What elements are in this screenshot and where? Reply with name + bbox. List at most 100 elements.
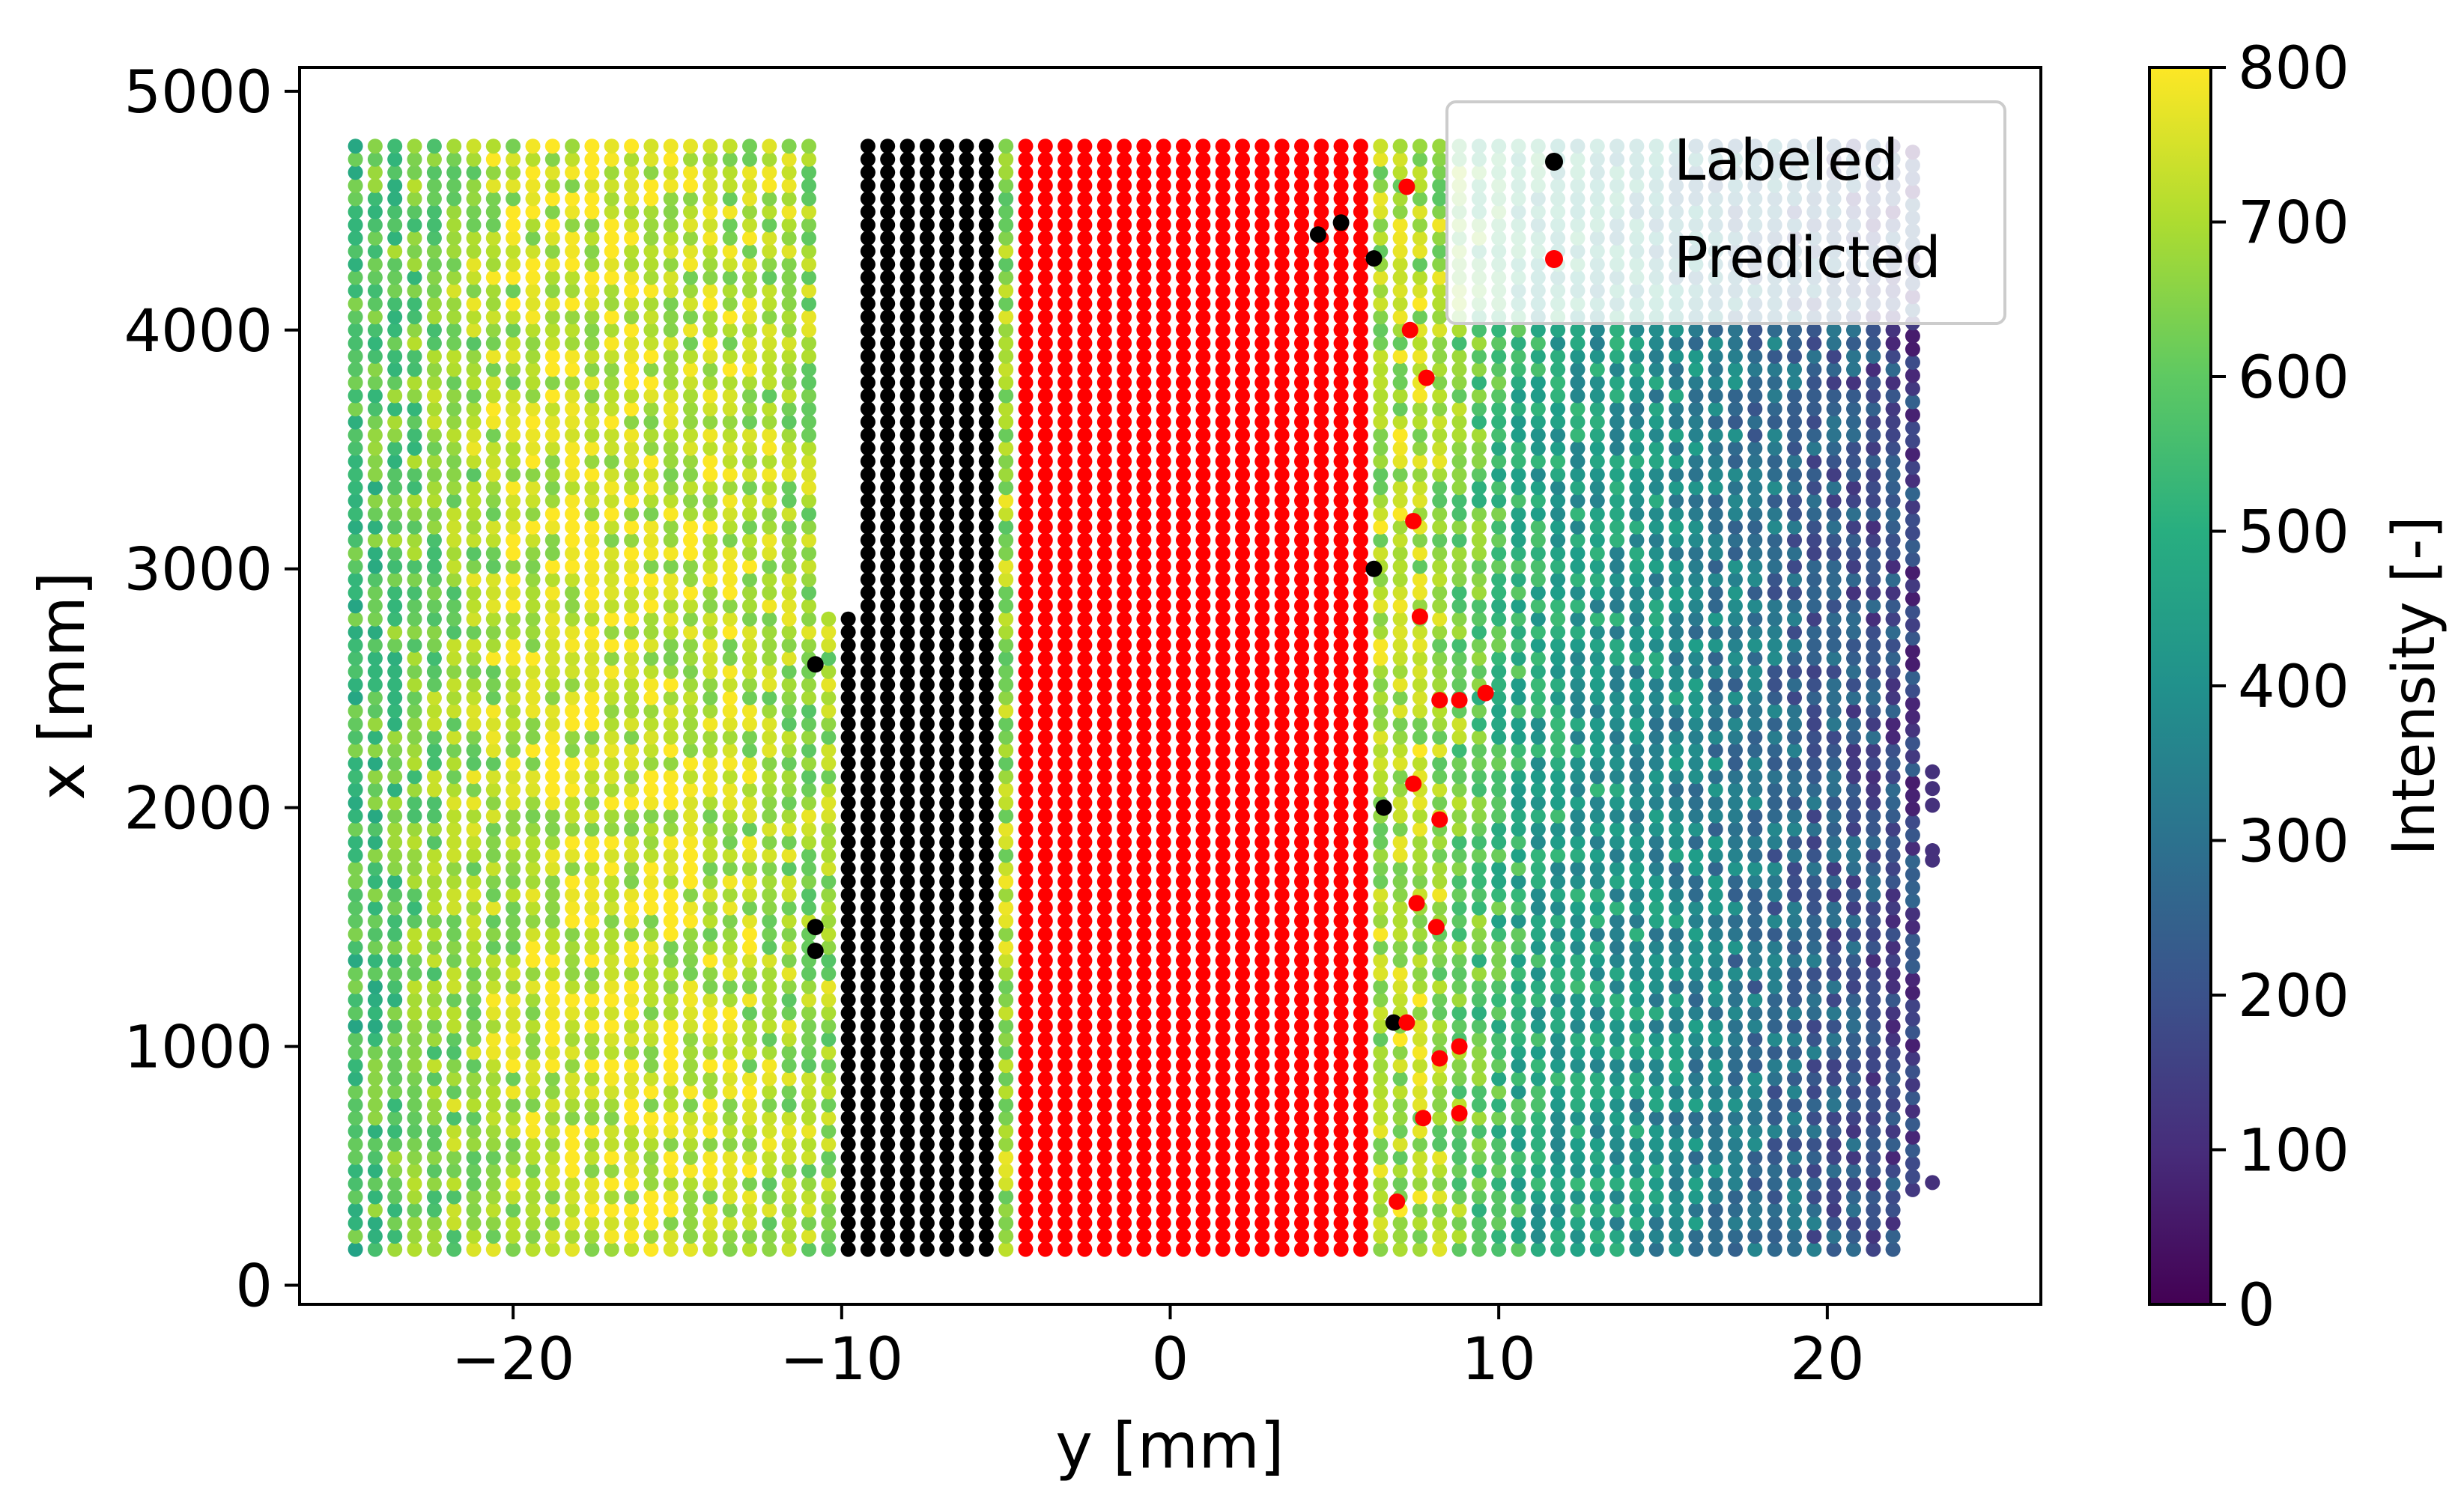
predicted-point [1235, 743, 1250, 758]
intensity-point [525, 454, 541, 469]
labeled-point [959, 283, 974, 299]
predicted-point [1254, 690, 1270, 705]
intensity-point [426, 1123, 442, 1139]
intensity-point [643, 1018, 659, 1034]
intensity-point [348, 466, 363, 482]
predicted-point [1215, 401, 1231, 417]
predicted-point [1215, 414, 1231, 430]
intensity-point [762, 611, 777, 627]
labeled-point [919, 348, 935, 364]
intensity-point [1373, 519, 1389, 535]
intensity-point [544, 440, 560, 456]
intensity-point [348, 440, 363, 456]
intensity-point [1471, 559, 1487, 574]
intensity-point [565, 1137, 580, 1152]
labeled-point [860, 848, 876, 863]
predicted-point [1274, 1097, 1290, 1113]
intensity-point [663, 231, 679, 246]
intensity-point [722, 335, 738, 351]
intensity-point [703, 703, 718, 719]
intensity-point [762, 440, 777, 456]
labeled-point [840, 1241, 856, 1257]
intensity-point [387, 480, 403, 496]
labeled-point [919, 834, 935, 850]
labeled-point [978, 1071, 994, 1086]
predicted-point [1117, 1215, 1132, 1231]
predicted-point [1018, 546, 1034, 561]
intensity-point [762, 151, 777, 167]
intensity-point [485, 1215, 501, 1231]
intensity-point [1451, 795, 1467, 811]
intensity-point [525, 795, 541, 811]
intensity-point [426, 322, 442, 338]
intensity-point [683, 1018, 698, 1034]
predicted-point [1018, 848, 1034, 863]
predicted-point [1117, 572, 1132, 588]
intensity-point [624, 874, 640, 890]
intensity-point [1392, 848, 1408, 863]
intensity-point [1392, 913, 1408, 929]
intensity-point [604, 743, 619, 758]
predicted-point [1176, 992, 1191, 1008]
intensity-point [584, 769, 600, 785]
intensity-point [801, 821, 816, 837]
predicted-point [1018, 572, 1034, 588]
intensity-point [683, 940, 698, 955]
predicted-point [1176, 795, 1191, 811]
predicted-point [1333, 887, 1349, 903]
labeled-point [939, 979, 955, 994]
predicted-point [1294, 729, 1309, 745]
intensity-point [998, 348, 1014, 364]
intensity-point [781, 440, 797, 456]
labeled-point [939, 257, 955, 273]
labeled-point [880, 651, 896, 666]
intensity-point [801, 743, 816, 758]
intensity-point [1491, 1189, 1507, 1205]
predicted-point [1156, 231, 1171, 246]
intensity-point [544, 808, 560, 824]
intensity-point [1491, 861, 1507, 876]
predicted-point [1274, 808, 1290, 824]
predicted-point [1353, 926, 1368, 942]
intensity-point [762, 493, 777, 508]
intensity-point [466, 703, 482, 719]
predicted-point [1254, 611, 1270, 627]
intensity-point [1451, 322, 1467, 338]
predicted-point [1176, 861, 1191, 876]
intensity-point [703, 375, 718, 390]
intensity-point [565, 848, 580, 863]
intensity-point [367, 1032, 383, 1047]
intensity-point [722, 900, 738, 916]
predicted-point [1117, 926, 1132, 942]
predicted-point [1294, 493, 1309, 508]
predicted-point [1333, 401, 1349, 417]
intensity-point [604, 1241, 619, 1257]
labeled-point [919, 1176, 935, 1191]
predicted-point [1215, 1097, 1231, 1113]
predicted-point [1156, 204, 1171, 219]
intensity-point [742, 401, 757, 417]
intensity-point [643, 1005, 659, 1021]
labeled-point [880, 808, 896, 824]
predicted-point [1333, 454, 1349, 469]
labeled-point [860, 493, 876, 508]
predicted-point [1274, 834, 1290, 850]
predicted-point [1156, 454, 1171, 469]
intensity-point [466, 900, 482, 916]
intensity-point [348, 1189, 363, 1205]
labeled-point [880, 1071, 896, 1086]
intensity-point [762, 861, 777, 876]
predicted-point [1096, 388, 1112, 404]
intensity-point [604, 322, 619, 338]
predicted-point [1215, 663, 1231, 679]
intensity-point [1451, 519, 1467, 535]
intensity-point [703, 296, 718, 311]
intensity-point [584, 1202, 600, 1217]
predicted-point [1136, 348, 1152, 364]
predicted-point [1176, 743, 1191, 758]
intensity-point [1511, 1202, 1526, 1217]
predicted-point [1156, 559, 1171, 574]
predicted-point [1136, 1137, 1152, 1152]
predicted-point [1096, 401, 1112, 417]
intensity-point [683, 769, 698, 785]
